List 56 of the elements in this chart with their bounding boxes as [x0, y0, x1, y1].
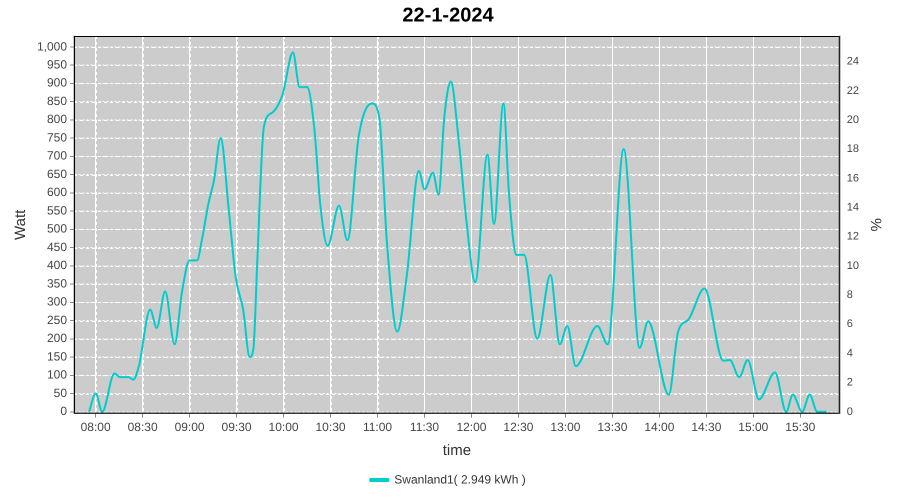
y-tick-label: 400	[47, 258, 68, 272]
y2-tick-label: 4	[846, 347, 853, 360]
y-tick-label: 150	[47, 349, 68, 364]
y-tick-label: 200	[47, 331, 68, 346]
y2-tick-label: 8	[846, 289, 853, 302]
line-series	[88, 51, 828, 413]
x-tick-label: 11:00	[362, 420, 392, 434]
y-tick-label: 750	[47, 130, 68, 144]
y-tick-label: 650	[47, 166, 68, 181]
y2-tick-label: 24	[846, 56, 860, 68]
x-tick-label: 14:30	[691, 420, 722, 434]
y2-tick-label: 0	[846, 406, 853, 418]
y-tick-label: 850	[47, 94, 68, 108]
y2-tick-label: 18	[846, 143, 860, 156]
y2-axis-title: %	[866, 218, 884, 232]
y-tick-label: 450	[47, 240, 68, 254]
y-tick-label: 950	[47, 58, 68, 72]
x-tick-label: 11:30	[410, 420, 440, 434]
y-tick-label: 700	[47, 148, 68, 163]
y-tick-label: 800	[47, 112, 68, 126]
x-tick-label: 15:30	[785, 420, 816, 434]
y2-tick-label: 22	[846, 84, 860, 97]
x-tick-label: 13:30	[597, 420, 628, 434]
x-tick-label: 14:00	[644, 420, 675, 434]
y2-tick-label: 12	[846, 230, 860, 243]
x-tick-label: 12:30	[503, 420, 534, 434]
legend-label: Swanland1( 2.949 kWh )	[394, 472, 526, 486]
y2-tick-label: 6	[846, 318, 853, 330]
x-tick-label: 09:30	[222, 420, 252, 434]
y2-tick-label: 14	[846, 202, 860, 214]
x-tick-label: 12:00	[456, 420, 487, 434]
y-tick-label: 100	[47, 368, 68, 382]
x-tick-label: 09:00	[174, 420, 205, 434]
y-tick-label: 50	[54, 386, 68, 400]
chart-title: 22-1-2024	[402, 4, 494, 27]
x-tick-label: 10:00	[268, 420, 299, 434]
x-tick-label: 08:30	[128, 420, 158, 434]
y-axis-title: Watt	[12, 208, 30, 240]
y2-tick-label: 16	[846, 172, 860, 184]
y2-tick-label: 10	[846, 260, 860, 272]
y-tick-label: 900	[47, 76, 68, 90]
y-tick-label: 350	[47, 276, 68, 290]
x-axis-title: time	[442, 442, 472, 460]
y-tick-label: 1,000	[37, 39, 68, 54]
y-tick-label: 600	[47, 185, 68, 200]
y-tick-label: 550	[47, 203, 68, 218]
x-tick-label: 08:00	[80, 420, 111, 434]
x-tick-label: 15:00	[738, 420, 769, 434]
y-tick-label: 500	[47, 222, 68, 236]
x-tick-label: 13:00	[550, 420, 581, 434]
y-tick-label: 300	[47, 294, 68, 309]
y-tick-label: 250	[47, 312, 68, 327]
y2-tick-label: 2	[846, 376, 853, 389]
y-tick-label: 0	[60, 404, 68, 418]
y2-tick-label: 20	[846, 114, 860, 126]
x-tick-label: 10:30	[316, 420, 346, 434]
